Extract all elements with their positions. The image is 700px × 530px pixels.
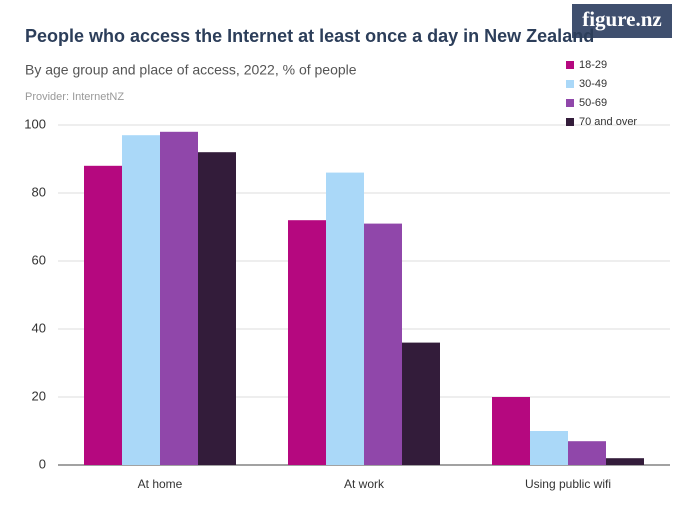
bar	[568, 441, 606, 465]
legend-label: 50-69	[579, 97, 607, 109]
legend-swatch	[566, 61, 574, 69]
y-tick-label: 0	[39, 456, 46, 471]
legend-swatch	[566, 118, 574, 126]
bar	[160, 131, 198, 466]
x-tick-label: Using public wifi	[525, 477, 611, 491]
legend-swatch	[566, 99, 574, 107]
bar	[84, 165, 122, 466]
legend-swatch	[566, 80, 574, 88]
y-tick-label: 80	[32, 184, 46, 199]
x-tick-label: At home	[138, 477, 183, 491]
y-tick-label: 60	[32, 252, 46, 267]
y-tick-label: 40	[32, 320, 46, 335]
y-tick-label: 100	[24, 116, 46, 131]
bar	[492, 397, 530, 465]
legend-label: 30-49	[579, 78, 607, 90]
bar	[364, 223, 402, 465]
bar	[606, 458, 644, 465]
provider: Provider: InternetNZ	[25, 91, 124, 103]
legend-label: 70 and over	[579, 116, 637, 128]
y-tick-label: 20	[32, 388, 46, 403]
bar	[402, 342, 440, 465]
bar	[198, 152, 236, 465]
bar	[530, 431, 568, 465]
bar	[326, 172, 364, 465]
bar	[288, 220, 326, 465]
chart-title: People who access the Internet at least …	[25, 26, 594, 46]
bar	[122, 135, 160, 465]
brand: figure.nz	[582, 7, 662, 31]
legend-label: 18-29	[579, 59, 607, 71]
brand-badge	[572, 4, 672, 38]
x-tick-label: At work	[344, 477, 385, 491]
chart-subtitle: By age group and place of access, 2022, …	[25, 62, 357, 78]
